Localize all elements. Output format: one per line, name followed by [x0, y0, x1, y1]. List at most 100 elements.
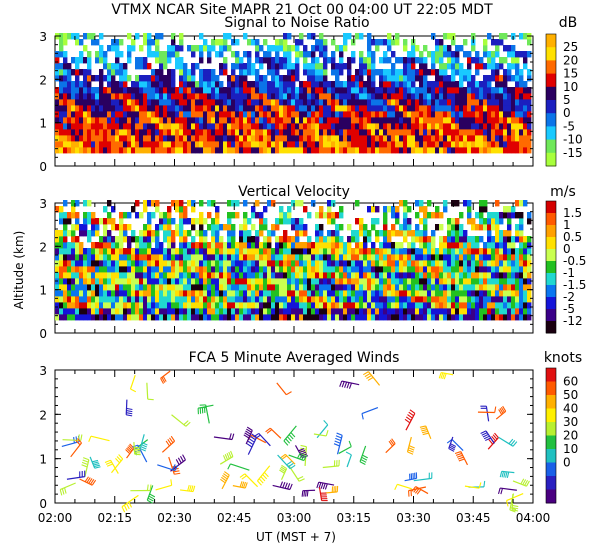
heatmap-cell [175, 105, 180, 112]
heatmap-cell [163, 81, 168, 88]
heatmap-cell [291, 290, 296, 297]
wind-barb-flag [316, 482, 320, 489]
wind-barb-flag [290, 432, 296, 438]
heatmap-cell [335, 242, 340, 249]
heatmap-cell [199, 111, 204, 118]
heatmap-cell [343, 266, 348, 273]
heatmap-cell [283, 105, 288, 112]
wind-barb-staff [283, 425, 297, 442]
heatmap-cell [503, 69, 508, 76]
heatmap-cell [427, 272, 432, 279]
heatmap-cell [179, 296, 184, 303]
heatmap-cell [231, 39, 236, 46]
heatmap-cell [195, 99, 200, 106]
heatmap-cell [419, 105, 424, 112]
heatmap-cell [107, 290, 112, 297]
heatmap-cell [383, 111, 388, 118]
heatmap-cell [483, 308, 488, 315]
heatmap-cell [479, 278, 484, 285]
heatmap-cell [219, 129, 224, 136]
heatmap-cell [123, 117, 128, 124]
colorbar-swatch [546, 225, 556, 238]
wind-barb-staff [404, 477, 417, 482]
heatmap-cell [419, 242, 424, 249]
heatmap-cell [283, 117, 288, 124]
heatmap-cell [299, 141, 304, 148]
heatmap-cell [131, 105, 136, 112]
heatmap-cell [483, 314, 488, 321]
heatmap-cell [511, 111, 516, 118]
heatmap-cell [175, 314, 180, 321]
heatmap-cell [387, 236, 392, 243]
heatmap-cell [187, 141, 192, 148]
heatmap-cell [95, 290, 100, 297]
heatmap-cell [403, 284, 408, 291]
heatmap-cell [411, 260, 416, 267]
heatmap-cell [383, 93, 388, 100]
heatmap-cell [507, 266, 512, 273]
heatmap-cell [99, 248, 104, 255]
wind-barb-flag [161, 377, 166, 383]
time-tick-labels: 02:00 02:15 02:30 02:45 03:00 03:15 03:30 03:45… [38, 511, 551, 525]
heatmap-cell [315, 314, 320, 321]
heatmap-cell [95, 57, 100, 64]
y-tick-label: 1 [39, 453, 47, 467]
heatmap-cell [235, 123, 240, 130]
heatmap-cell [55, 248, 60, 255]
heatmap-cell [279, 260, 284, 267]
wind-barb-flag [228, 451, 232, 458]
heatmap-cell [203, 314, 208, 321]
heatmap-cell [211, 266, 216, 273]
heatmap-cell [295, 141, 300, 148]
heatmap-cell [203, 272, 208, 279]
heatmap-cell [259, 290, 264, 297]
wind-barb-flag [258, 478, 264, 484]
heatmap-cell [391, 105, 396, 112]
heatmap-cell [195, 296, 200, 303]
heatmap-cell [467, 93, 472, 100]
heatmap-cell [307, 278, 312, 285]
heatmap-cell [303, 242, 308, 249]
heatmap-cell [375, 266, 380, 273]
heatmap-cell [511, 266, 516, 273]
heatmap-cell [103, 224, 108, 231]
heatmap-cell [211, 111, 216, 118]
heatmap-cell [103, 117, 108, 124]
heatmap-cell [511, 51, 516, 58]
heatmap-cell [335, 129, 340, 136]
heatmap-cell [507, 105, 512, 112]
heatmap-cell [235, 105, 240, 112]
heatmap-cell [307, 123, 312, 130]
heatmap-cell [223, 284, 228, 291]
wind-barb [454, 451, 469, 466]
heatmap-cell [331, 87, 336, 94]
heatmap-cell [147, 248, 152, 255]
heatmap-cell [427, 147, 432, 154]
heatmap-cell [359, 272, 364, 279]
wind-barb [288, 464, 305, 482]
heatmap-cell [335, 260, 340, 267]
heatmap-cell [151, 200, 156, 207]
heatmap-cell [403, 135, 408, 142]
heatmap-cell [67, 93, 72, 100]
heatmap-cell [455, 248, 460, 255]
heatmap-cell [79, 314, 84, 321]
heatmap-cell [351, 236, 356, 243]
heatmap-cell [439, 45, 444, 52]
heatmap-cell [275, 93, 280, 100]
heatmap-cell [79, 296, 84, 303]
heatmap-cell [103, 278, 108, 285]
heatmap-cell [103, 284, 108, 291]
heatmap-cell [147, 63, 152, 70]
heatmap-cell [95, 242, 100, 249]
heatmap-cell [291, 224, 296, 231]
heatmap-cell [255, 93, 260, 100]
heatmap-cell [311, 105, 316, 112]
heatmap-cell [491, 93, 496, 100]
heatmap-cell [71, 302, 76, 309]
colorbar-label: -5 [563, 302, 575, 316]
colorbar-swatch [546, 261, 556, 274]
heatmap-cell [391, 230, 396, 237]
heatmap-cell [147, 314, 152, 321]
heatmap-cell [247, 87, 252, 94]
